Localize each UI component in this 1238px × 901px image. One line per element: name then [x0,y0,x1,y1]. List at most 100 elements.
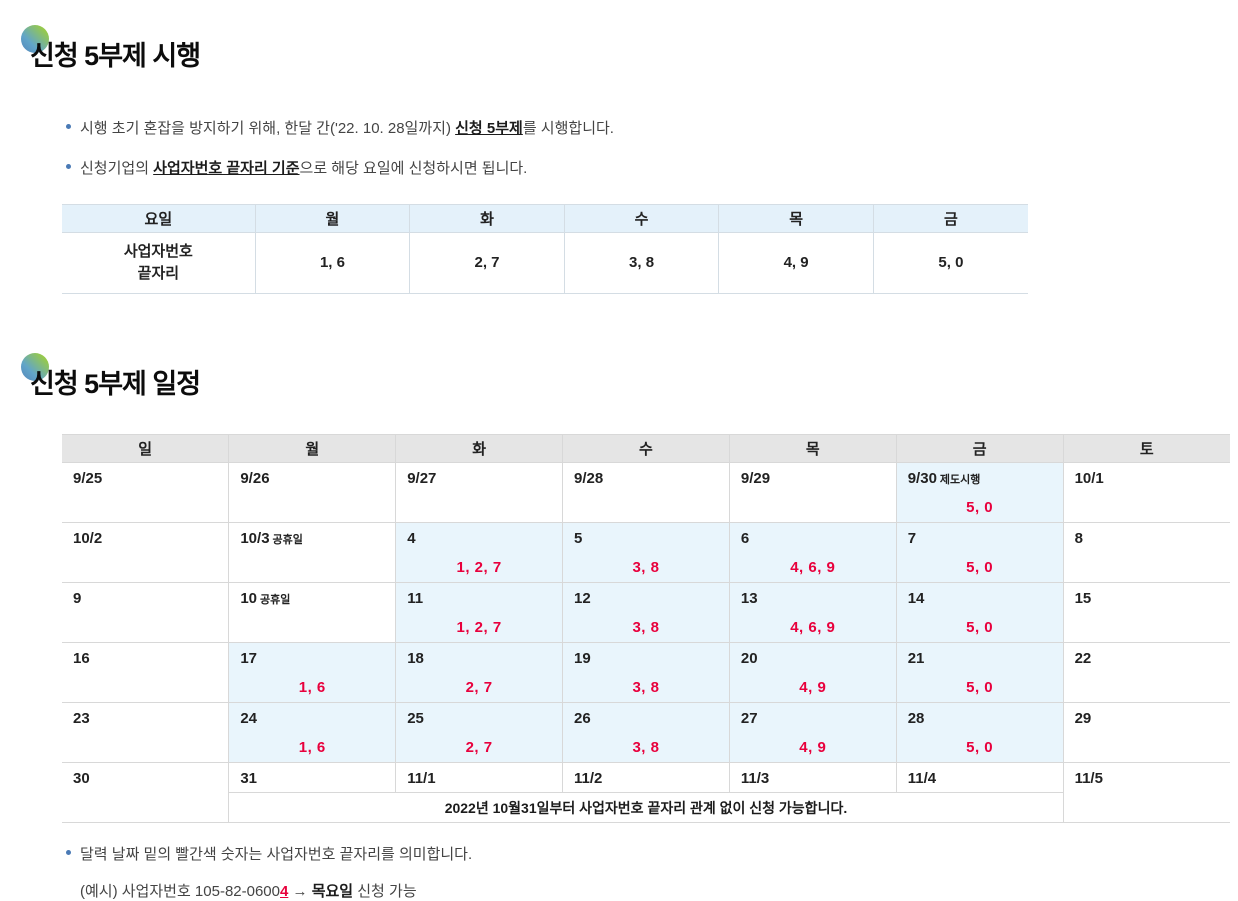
calendar-red-digits: 1, 6 [298,739,326,757]
calendar-date-number: 11/3 [740,770,770,788]
calendar-week-row: 23 24 1, 6 25 2, 7 26 3, 8 27 4, 9 28 5, 0 29 [62,702,1230,764]
calendar-day-cell: 5 3, 8 [562,522,730,584]
header-cell-wed: 수 [563,204,720,234]
calendar-red-digits: 4, 6, 9 [790,619,836,637]
calendar-date-number: 28 [907,710,925,728]
calendar-day-cell: 23 [62,702,230,764]
calendar-week-row: 9 10 공휴일 11 1, 2, 7 12 3, 8 13 4, 6, 9 14 5, … [62,582,1230,644]
calendar-week-row: 16 17 1, 6 18 2, 7 19 3, 8 20 4, 9 21 5, 0 22 [62,642,1230,704]
calendar-red-digits: 3, 8 [632,559,660,577]
calendar-red-digits: 3, 8 [632,679,660,697]
calendar-header-sun: 일 [62,434,230,464]
row-label-line2: 끝자리 [137,265,180,283]
header-cell-tue: 화 [409,204,565,234]
calendar-day-cell: 18 2, 7 [395,642,564,704]
calendar-day-cell: 20 4, 9 [728,642,897,704]
calendar-date-number: 24 [240,710,258,728]
calendar-day-cell: 10/2 [62,522,230,584]
section1-bullets: 시행 초기 혼잡을 방지하기 위해, 한달 간('22. 10. 28일까지) … [66,117,1238,178]
calendar-date-number: 7 [907,530,917,548]
table-header-row: 요일 월 화 수 목 금 [62,204,1028,234]
calendar-header-fri: 금 [895,434,1064,464]
calendar-date-number: 9/30 [907,470,937,488]
calendar-date-number: 10/2 [73,530,103,548]
calendar-date-number: 11 [407,590,424,608]
calendar-date-number: 11/1 [407,770,436,788]
calendar-date-number: 15 [1074,590,1092,608]
calendar-date-number: 9/27 [407,470,437,488]
digits-thu: 4, 9 [718,232,874,295]
section-apply-rotation: 신청 5부제 시행 [0,16,1238,91]
calendar-red-digits: 4, 9 [799,739,827,757]
row-label-cell: 사업자번호 끝자리 [62,232,256,295]
section2-title-text: 신청 5부제 일정 [30,369,201,400]
header-cell-thu: 목 [718,204,874,234]
calendar-last-week-row: 30 31 11/1 11/2 11/3 11/4 11/5 [62,762,1230,824]
calendar-day-cell: 10/3 공휴일 [228,522,397,584]
calendar-day-cell: 13 4, 6, 9 [728,582,897,644]
calendar-day-cell: 24 1, 6 [228,702,397,764]
calendar-date-number: 10/1 [1074,470,1104,488]
footer-notes: 달력 날짜 밑의 빨간색 숫자는 사업자번호 끝자리를 의미합니다. [66,843,1238,864]
calendar-day-cell: 14 5, 0 [895,582,1064,644]
calendar-day-cell: 27 4, 9 [728,702,897,764]
calendar-date-number: 29 [1074,710,1092,728]
calendar-day-cell: 8 [1062,522,1230,584]
calendar-red-digits: 3, 8 [632,739,660,757]
bullet-dot-icon [66,164,71,170]
calendar-date-number: 19 [574,650,591,668]
calendar-header-wed: 수 [562,434,730,464]
calendar-day-cell: 31 [228,762,397,794]
header-cell-mon: 월 [254,204,411,234]
calendar-day-cell: 9/25 [62,462,230,524]
calendar-day-cell: 4 1, 2, 7 [395,522,564,584]
calendar-date-number: 14 [907,590,925,608]
calendar-day-cell: 11/1 [395,762,564,794]
calendar-red-digits: 5, 0 [966,679,994,697]
example-arrow: → [288,883,312,901]
section1-title-text: 신청 5부제 시행 [30,41,201,72]
digits-mon: 1, 6 [254,232,411,295]
example-pre: (예시) 사업자번호 105-82-0600 [80,883,280,901]
calendar-day-cell: 25 2, 7 [395,702,564,764]
example-red-digit: 4 [280,883,289,901]
calendar-day-cell: 29 [1062,702,1230,764]
calendar-day-cell: 9/26 [228,462,397,524]
bullet2-emphasis: 사업자번호 끝자리 기준 [153,160,300,178]
footer-example-line: (예시) 사업자번호 105-82-06004 → 목요일 신청 가능 [80,880,1238,901]
bullet1-pre: 시행 초기 혼잡을 방지하기 위해, 한달 간('22. 10. 28일까지) [80,120,456,138]
calendar-red-digits: 1, 6 [298,679,326,697]
calendar-date-number: 9/28 [574,470,604,488]
calendar-header-sat: 토 [1062,434,1230,464]
section-schedule: 신청 5부제 일정 [0,344,1238,419]
calendar-day-cell: 10/1 [1062,462,1230,524]
calendar-day-cell: 6 4, 6, 9 [728,522,897,584]
calendar-date-number: 11/2 [574,770,603,788]
calendar-day-cell: 21 5, 0 [895,642,1064,704]
calendar-red-digits: 5, 0 [966,559,994,577]
calendar-day-cell: 26 3, 8 [562,702,730,764]
calendar-day-cell: 15 [1062,582,1230,644]
calendar-day-cell: 11 1, 2, 7 [395,582,564,644]
calendar-day-cell: 11/4 [895,762,1064,794]
bullet-dot-icon [66,124,71,130]
calendar-day-cell: 16 [62,642,230,704]
section2-title: 신청 5부제 일정 [21,353,201,401]
calendar-day-cell: 9/27 [395,462,564,524]
calendar-red-digits: 4, 9 [799,679,827,697]
calendar-day-cell: 9/29 [728,462,897,524]
calendar-date-number: 21 [907,650,925,668]
calendar-day-cell: 28 5, 0 [895,702,1064,764]
calendar-day-cell: 11/2 [562,762,730,794]
calendar-date-number: 30 [73,770,90,788]
calendar-date-number: 9/26 [240,470,270,488]
calendar-date-number: 17 [240,650,258,668]
weekday-digit-table: 요일 월 화 수 목 금 사업자번호 끝자리 1, 6 2, 7 3, 8 4,… [62,204,1028,295]
calendar-date-number: 22 [1074,650,1092,668]
digits-tue: 2, 7 [409,232,565,295]
calendar-red-digits: 2, 7 [465,739,493,757]
calendar-date-number: 9/25 [73,470,103,488]
calendar-date-number: 10/3 [240,530,270,548]
header-cell-fri: 금 [872,204,1028,234]
calendar-day-cell: 11/5 [1062,762,1230,824]
